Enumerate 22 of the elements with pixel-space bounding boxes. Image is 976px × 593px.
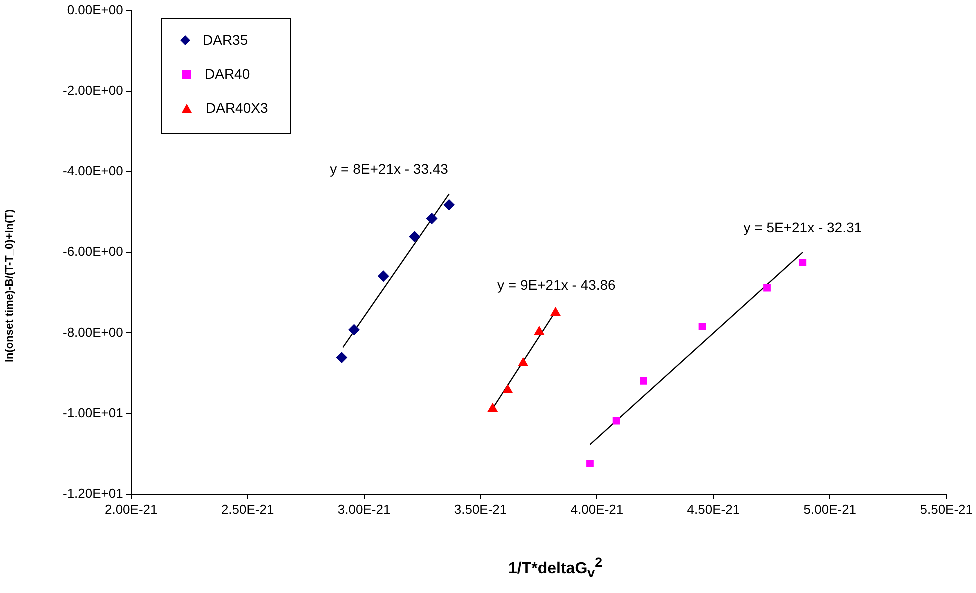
x-tick-label: 4.50E-21 bbox=[687, 502, 740, 517]
y-tick-label: -1.00E+01 bbox=[62, 405, 124, 420]
annotation: y = 5E+21x - 32.31 bbox=[744, 219, 862, 236]
y-tick-label: 0.00E+00 bbox=[67, 2, 124, 18]
x-tick-label: 3.50E-21 bbox=[454, 502, 508, 517]
y-tick-label: -6.00E+00 bbox=[62, 244, 124, 260]
legend-label: DAR40X3 bbox=[206, 100, 268, 116]
y-axis-title: ln(onset time)-B/(T-T_0)+ln(T) bbox=[4, 208, 16, 365]
annotation: y = 8E+21x - 33.43 bbox=[330, 161, 449, 178]
legend-label: DAR35 bbox=[203, 32, 248, 48]
x-tick-label: 4.00E-21 bbox=[570, 502, 624, 517]
legend-label: DAR40 bbox=[205, 66, 250, 82]
y-tick-label: -2.00E+00 bbox=[62, 82, 124, 98]
x-tick-label: 2.00E-21 bbox=[104, 502, 158, 517]
x-tick-label: 5.00E-21 bbox=[804, 502, 857, 517]
x-tick-label: 2.50E-21 bbox=[221, 502, 274, 517]
annotation: y = 9E+21x - 43.86 bbox=[498, 277, 616, 294]
x-tick-label: 3.00E-21 bbox=[338, 502, 391, 517]
y-tick-label: -4.00E+00 bbox=[62, 164, 124, 179]
y-tick-label: -8.00E+00 bbox=[62, 324, 124, 340]
x-tick-label: 5.50E-21 bbox=[920, 502, 973, 517]
y-tick-label: -1.20E+01 bbox=[62, 486, 124, 501]
